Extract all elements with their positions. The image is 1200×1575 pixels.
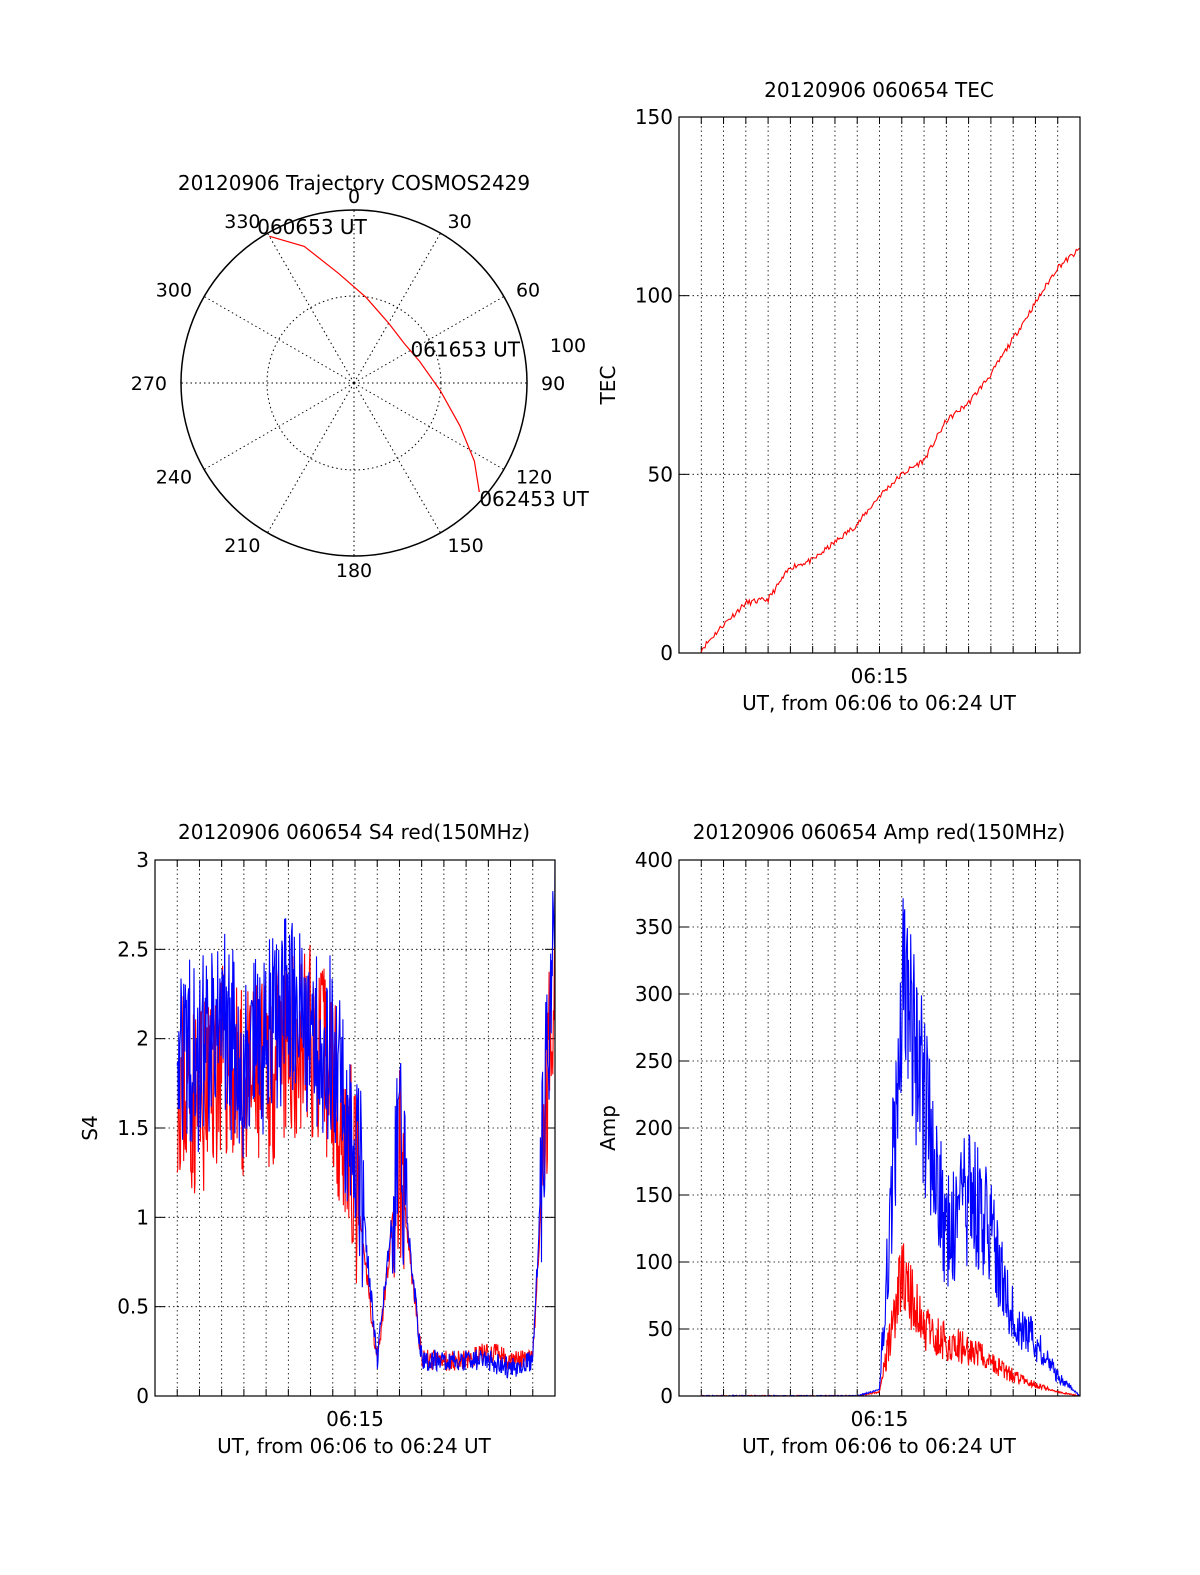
tec-title: 20120906 060654 TEC [764,78,994,102]
tec-plot-area: 0 50 100 150 06:15 [635,105,1081,688]
polar-tick-labels: 0 30 60 90 120 150 180 210 240 270 300 330 [131,186,565,582]
polar-inner-circle [266,295,442,471]
tec-ylabel: TEC [596,366,620,406]
polar-extra-label: 100 [550,335,586,357]
y-tick-label: 1.5 [117,1116,149,1140]
polar-outer-circle [180,209,528,557]
y-tick-label: 2 [136,1027,149,1051]
amp-title: 20120906 060654 Amp red(150MHz) [693,820,1065,844]
s4-plot-area: 0 0.5 1 1.5 2 2.5 3 06:15 [117,848,556,1431]
y-tick-label: 1 [136,1205,149,1229]
polar-spoke [203,296,355,384]
tec-xlabel: UT, from 06:06 to 06:24 UT [742,691,1017,715]
y-tick-label: 100 [635,1250,673,1274]
y-tick-label: 0 [660,641,673,665]
amp-ylabel: Amp [596,1105,620,1151]
x-tick-label: 06:15 [851,1407,909,1431]
s4-ylabel: S4 [78,1115,102,1140]
y-tick-label: 50 [648,462,673,486]
y-tick-label: 50 [648,1317,673,1341]
polar-spoke [267,382,355,534]
polar-grid [181,210,527,556]
polar-spoke [203,382,355,470]
y-tick-label: 0.5 [117,1295,149,1319]
polar-tick-label: 270 [131,373,167,395]
y-tick-label: 200 [635,1116,673,1140]
amp-xlabel: UT, from 06:06 to 06:24 UT [742,1434,1017,1458]
series-blue-line [701,898,1081,1397]
plot-frame [678,116,1081,654]
polar-tick-label: 300 [156,280,192,302]
x-tick-label: 06:15 [326,1407,384,1431]
trajectory-start-label: 060653 UT [257,215,367,239]
trajectory-track [269,235,480,493]
polar-tick-label: 60 [516,280,540,302]
plot-frame [678,859,1081,1397]
y-tick-label: 3 [136,848,149,872]
polar-tick-label: 150 [448,535,484,557]
series-red-line [700,247,1081,653]
polar-tick-label: 120 [516,467,552,489]
trajectory-end-label: 062453 UT [479,487,589,511]
y-tick-label: 0 [136,1384,149,1408]
polar-tick-label: 240 [156,467,192,489]
trajectory-middle-label: 061653 UT [410,338,520,362]
series-blue-line [176,859,556,1379]
polar-tick-label: 330 [224,211,260,233]
y-tick-label: 2.5 [117,937,149,961]
polar-tick-label: 180 [336,560,372,582]
y-tick-label: 250 [635,1049,673,1073]
polar-tick-label: 90 [541,373,565,395]
s4-panel: 20120906 060654 S4 red(150MHz) 0 0.5 1 1.5 2… [78,820,556,1458]
s4-title: 20120906 060654 S4 red(150MHz) [178,820,530,844]
polar-tick-label: 210 [224,535,260,557]
polar-tick-label: 30 [448,211,472,233]
x-tick-label: 06:15 [851,664,909,688]
plot-frame [154,859,556,1397]
polar-tick-label: 0 [348,186,360,208]
polar-spoke [267,232,355,384]
amp-plot-area: 0 50 100 150 200 250 300 350 400 06:15 [635,848,1081,1431]
y-tick-label: 0 [660,1384,673,1408]
s4-xlabel: UT, from 06:06 to 06:24 UT [217,1434,492,1458]
y-tick-label: 150 [635,1183,673,1207]
trajectory-title: 20120906 Trajectory COSMOS2429 [178,171,530,195]
tec-panel: 20120906 060654 TEC 0 50 100 150 06:15 TEC U… [596,78,1081,715]
y-tick-label: 300 [635,982,673,1006]
y-tick-label: 350 [635,915,673,939]
amp-panel: 20120906 060654 Amp red(150MHz) 0 50 100 15… [596,820,1081,1458]
y-tick-label: 100 [635,284,673,308]
trajectory-panel: 20120906 Trajectory COSMOS2429 0 30 60 90 12… [131,171,590,582]
y-tick-label: 400 [635,848,673,872]
y-tick-label: 150 [635,105,673,129]
